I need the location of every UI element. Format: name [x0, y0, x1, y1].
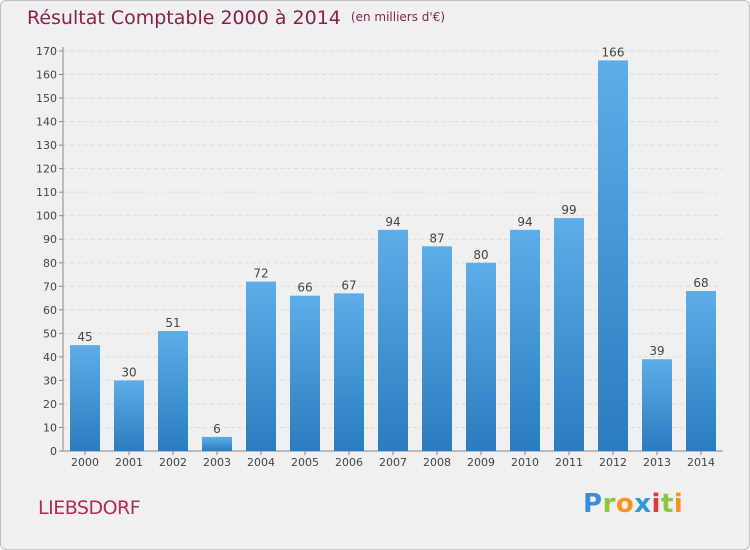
- bar: [554, 218, 584, 451]
- logo-letter: i: [651, 489, 661, 519]
- x-tick-label: 2006: [335, 456, 363, 469]
- bar: [378, 229, 408, 451]
- y-tick-label: 70: [43, 280, 57, 293]
- x-tick-label: 2002: [159, 456, 187, 469]
- bar: [686, 291, 716, 451]
- bars: [70, 60, 716, 451]
- y-tick-label: 50: [43, 327, 57, 340]
- data-label: 72: [253, 267, 268, 281]
- bar: [246, 281, 276, 451]
- y-tick-label: 140: [36, 116, 57, 129]
- y-tick-label: 80: [43, 257, 57, 270]
- logo-letter: o: [615, 489, 635, 519]
- bar: [158, 331, 188, 451]
- proxiti-logo[interactable]: Proxiti: [583, 489, 683, 519]
- y-tick-label: 130: [36, 139, 57, 152]
- y-tick-label: 40: [43, 351, 57, 364]
- y-tick-label: 120: [36, 163, 57, 176]
- data-label: 94: [385, 215, 400, 229]
- x-tick-label: 2005: [291, 456, 319, 469]
- data-label: 80: [473, 248, 488, 262]
- y-tick-label: 30: [43, 374, 57, 387]
- y-tick-label: 160: [36, 69, 57, 82]
- x-tick-label: 2010: [511, 456, 539, 469]
- y-tick-label: 110: [36, 186, 57, 199]
- bar: [334, 293, 364, 451]
- logo-letter: x: [634, 489, 652, 519]
- data-label: 6: [213, 422, 221, 436]
- bar: [598, 60, 628, 451]
- x-tick-label: 2003: [203, 456, 231, 469]
- data-label: 30: [121, 365, 136, 379]
- data-label: 39: [649, 344, 664, 358]
- x-tick-label: 2004: [247, 456, 275, 469]
- chart-subtitle: (en milliers d'€): [350, 10, 446, 24]
- bar: [466, 262, 496, 451]
- x-tick-label: 2007: [379, 456, 407, 469]
- bar: [202, 436, 232, 451]
- x-tick-label: 2008: [423, 456, 451, 469]
- data-label: 67: [341, 278, 356, 292]
- x-tick-label: 2012: [599, 456, 627, 469]
- bar: [290, 295, 320, 451]
- bar: [114, 380, 144, 451]
- y-tick-label: 100: [36, 210, 57, 223]
- data-label: 51: [165, 316, 180, 330]
- axes: 0 10 20 30 40 50 60 70 80 90 100 110 120 130 140 150 160…: [36, 45, 723, 458]
- y-tick-label: 90: [43, 233, 57, 246]
- data-label: 68: [693, 276, 708, 290]
- labels: 2000 45 2001 30 2002 51 2003 6 2004 72 2005 66 2006 6…: [71, 45, 715, 469]
- commune-name: LIEBSDORF: [38, 497, 141, 519]
- data-label: 166: [602, 45, 625, 59]
- x-tick-label: 2009: [467, 456, 495, 469]
- logo-letter: P: [583, 489, 603, 519]
- data-label: 45: [77, 330, 92, 344]
- x-tick-label: 2011: [555, 456, 583, 469]
- data-label: 66: [297, 281, 312, 295]
- x-tick-label: 2000: [71, 456, 99, 469]
- bar: [70, 345, 100, 451]
- x-tick-label: 2001: [115, 456, 143, 469]
- data-label: 87: [429, 231, 444, 245]
- y-tick-label: 10: [43, 421, 57, 434]
- bar: [510, 229, 540, 451]
- logo-letter: t: [660, 489, 674, 519]
- logo-letter: r: [602, 489, 616, 519]
- data-label: 94: [517, 215, 532, 229]
- logo-letter: i: [673, 489, 684, 519]
- x-tick-label: 2014: [687, 456, 715, 469]
- bar: [642, 359, 672, 451]
- bar: [422, 246, 452, 451]
- y-tick-label: 0: [50, 445, 57, 458]
- x-tick-label: 2013: [643, 456, 671, 469]
- y-tick-label: 20: [43, 398, 57, 411]
- chart-title: Résultat Comptable 2000 à 2014 (en millie…: [27, 7, 445, 29]
- y-tick-label: 60: [43, 304, 57, 317]
- y-tick-label: 150: [36, 92, 57, 105]
- y-tick-label: 170: [36, 45, 57, 58]
- data-label: 99: [561, 203, 576, 217]
- chart-title-text: Résultat Comptable 2000 à 2014: [27, 7, 341, 29]
